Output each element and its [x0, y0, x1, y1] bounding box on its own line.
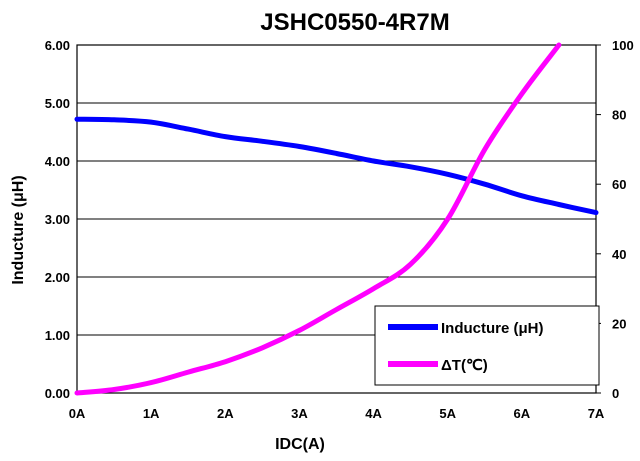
y2-tick-label: 40 [612, 247, 626, 262]
x-tick-label: 1A [143, 406, 160, 421]
x-tick-label: 4A [365, 406, 382, 421]
tick-labels: 0.00 1.00 2.00 3.00 4.00 5.00 6.00 0 20 40 60 80 100… [45, 38, 634, 421]
y2-tick-label: 100 [612, 38, 634, 53]
y2-tick-label: 20 [612, 316, 626, 331]
grid-lines [77, 102, 596, 336]
chart-title: JSHC0550-4R7M [260, 9, 449, 36]
y-tick-label: 0.00 [45, 386, 70, 401]
legend: Inducture (μH) ΔT(℃) [374, 305, 600, 386]
y-axis-title: Inducture (μH) [10, 175, 27, 284]
y2-tick-label: 80 [612, 108, 626, 123]
x-tick-label: 7A [588, 406, 605, 421]
legend-box [374, 305, 600, 386]
x-tick-label: 6A [514, 406, 531, 421]
y2-tick-label: 0 [612, 386, 619, 401]
y-tick-label: 3.00 [45, 212, 70, 227]
y-tick-label: 6.00 [45, 38, 70, 53]
legend-label-temperature: ΔT(℃) [441, 357, 488, 374]
y-tick-label: 1.00 [45, 328, 70, 343]
x-axis-title: IDC(A) [275, 436, 325, 453]
y-tick-label: 4.00 [45, 154, 70, 169]
plot-area [76, 44, 597, 394]
x-tick-label: 3A [291, 406, 308, 421]
x-tick-label: 0A [69, 406, 86, 421]
inductance-series-line [74, 116, 599, 216]
legend-label-inductance: Inducture (μH) [441, 320, 544, 337]
y2-tick-label: 60 [612, 177, 626, 192]
temperature-series-line [74, 42, 562, 396]
data-series [74, 42, 599, 396]
y-tick-label: 2.00 [45, 270, 70, 285]
y-tick-label: 5.00 [45, 96, 70, 111]
x-tick-label: 5A [439, 406, 456, 421]
x-tick-label: 2A [217, 406, 234, 421]
